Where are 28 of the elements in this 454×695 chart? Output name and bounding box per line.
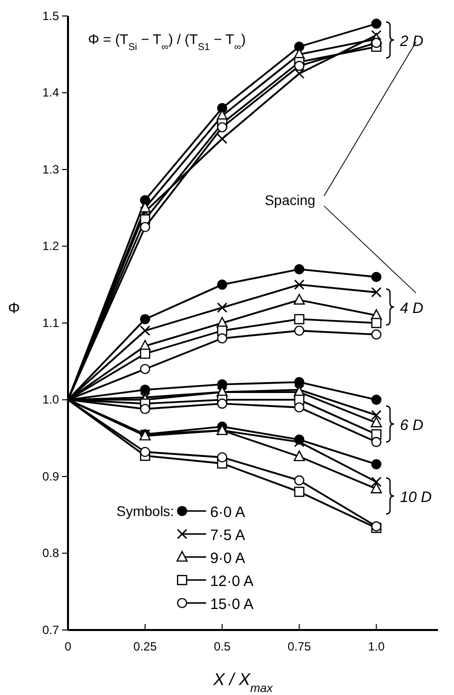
annotation: 6 D (400, 417, 424, 434)
y-tick-label: 1.5 (42, 8, 60, 23)
x-tick-label: 0.25 (133, 640, 158, 654)
annotation: 10 D (400, 489, 432, 506)
x-tick-label: 0 (64, 640, 72, 654)
y-tick-label: 1.4 (42, 86, 60, 100)
annotation: 2 D (399, 33, 424, 50)
legend-label: 15·0 A (210, 596, 254, 614)
x-tick-label: 1.0 (368, 640, 385, 654)
legend-label: 6·0 A (210, 504, 246, 522)
x-axis-title: X / X$_{max}$ (212, 670, 274, 695)
legend-label: 7·5 A (210, 527, 246, 544)
y-tick-label: 0.9 (42, 469, 60, 484)
annotation: Spacing (264, 192, 316, 208)
y-tick-label: 0.8 (42, 546, 60, 560)
legend-title: Symbols: (116, 503, 174, 520)
legend-label: 9·0 A (210, 550, 246, 568)
annotation: 4 D (400, 300, 424, 317)
legend-label: 12·0 A (210, 573, 254, 590)
y-tick-label: 1.3 (42, 162, 60, 176)
y-tick-label: 1.2 (42, 239, 60, 254)
y-tick-label: 0.7 (42, 622, 60, 637)
x-tick-label: 0.5 (214, 640, 231, 654)
x-tick-label: 0.75 (288, 640, 312, 654)
y-tick-label: 1.0 (42, 392, 60, 407)
text: Φ = (T$_{Si}$ − T$_{∞}$) / (T$_{S1}$ − T$_{∞}$) (88, 31, 246, 52)
y-tick-label: 1.1 (42, 316, 60, 330)
y-axis-title: Φ (8, 300, 20, 317)
